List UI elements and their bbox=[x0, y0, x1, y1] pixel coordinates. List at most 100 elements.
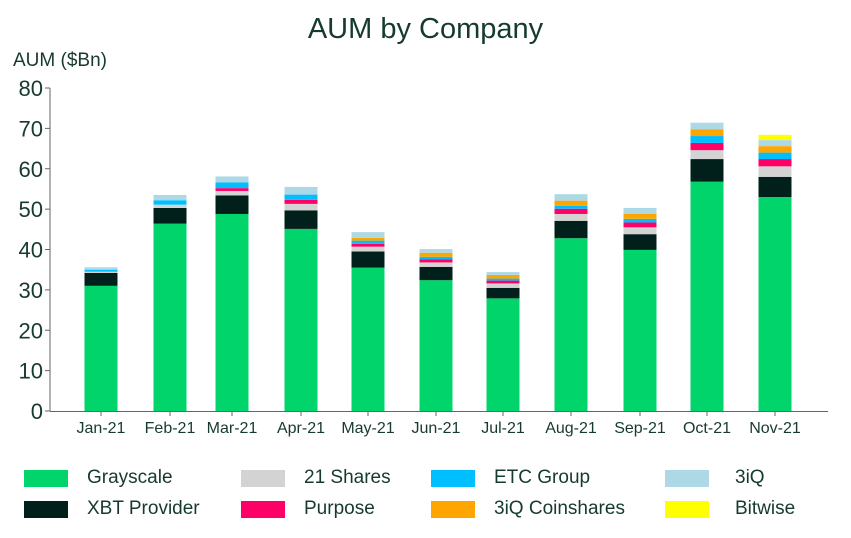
legend-swatch-grayscale bbox=[24, 469, 68, 487]
legend-swatch-3iq-coinshares bbox=[431, 500, 475, 518]
y-tick-label: 80 bbox=[19, 76, 43, 101]
bar-segment bbox=[419, 256, 453, 260]
bar-segment bbox=[419, 280, 453, 411]
bar-segment bbox=[690, 142, 724, 151]
bar-segment bbox=[690, 122, 724, 130]
x-tick-label: Feb-21 bbox=[145, 420, 196, 437]
bar-segment bbox=[758, 140, 792, 147]
bar-segment bbox=[623, 227, 657, 235]
legend-item-3iq: 3iQ bbox=[665, 467, 765, 489]
legend-item-grayscale: Grayscale bbox=[24, 467, 173, 489]
bar-segment bbox=[153, 207, 187, 224]
bar-segment bbox=[758, 159, 792, 167]
legend-swatch-21-shares bbox=[241, 469, 285, 487]
bar-segment bbox=[486, 274, 520, 279]
bar-segment bbox=[215, 188, 249, 191]
legend-item-etc-group: ETC Group bbox=[431, 467, 590, 489]
bar-segment bbox=[284, 186, 318, 195]
legend-label: ETC Group bbox=[494, 467, 591, 488]
bar-stack-jan-21 bbox=[84, 267, 118, 411]
bar-segment bbox=[419, 262, 453, 267]
bar-segment bbox=[623, 218, 657, 223]
y-tick-label: 10 bbox=[19, 359, 43, 384]
x-tick-label: Nov-21 bbox=[749, 420, 801, 437]
bar-segment bbox=[554, 200, 588, 206]
x-tick-label: Jul-21 bbox=[481, 420, 525, 437]
legend-item-purpose: Purpose bbox=[241, 498, 375, 520]
bars-group bbox=[84, 122, 792, 411]
legend-label: 3iQ Coinshares bbox=[494, 498, 625, 519]
legend-swatch-xbt-provider bbox=[24, 500, 68, 518]
legend-swatch-bitwise bbox=[665, 500, 709, 518]
bar-segment bbox=[486, 272, 520, 275]
x-tick-label: Jan-21 bbox=[77, 420, 126, 437]
legend-item-21-shares: 21 Shares bbox=[241, 467, 391, 489]
bar-segment bbox=[758, 134, 792, 141]
legend-label: 21 Shares bbox=[304, 467, 391, 488]
bar-segment bbox=[486, 280, 520, 284]
y-tick-label: 0 bbox=[31, 399, 43, 424]
bar-segment bbox=[351, 232, 385, 238]
axes-group: Jan-21 Feb-21 Mar-21 Apr-21 May-21 Jun-21 Jul-… bbox=[19, 76, 828, 437]
legend-label: XBT Provider bbox=[87, 498, 200, 519]
bar-segment bbox=[284, 199, 318, 204]
bar-segment bbox=[486, 278, 520, 281]
bar-segment bbox=[486, 283, 520, 288]
legend-item-bitwise: Bitwise bbox=[665, 498, 795, 520]
y-tick-label: 60 bbox=[19, 157, 43, 182]
bar-segment bbox=[84, 285, 118, 411]
bar-segment bbox=[84, 269, 118, 272]
legend-label: Grayscale bbox=[87, 467, 173, 488]
legend-label: Purpose bbox=[304, 498, 375, 519]
bar-stack-feb-21 bbox=[153, 194, 187, 411]
bar-stack-may-21 bbox=[351, 232, 385, 411]
bar-segment bbox=[351, 237, 385, 241]
bar-segment bbox=[554, 220, 588, 239]
bar-segment bbox=[623, 234, 657, 250]
legend-label: 3iQ bbox=[735, 467, 765, 488]
bar-segment bbox=[84, 272, 118, 286]
legend-swatch-purpose bbox=[241, 500, 285, 518]
legend-label: Bitwise bbox=[735, 498, 796, 519]
bar-stack-jul-21 bbox=[486, 272, 520, 411]
bar-segment bbox=[351, 251, 385, 268]
bar-segment bbox=[554, 194, 588, 201]
bar-segment bbox=[153, 200, 187, 205]
bar-segment bbox=[84, 271, 118, 273]
bar-segment bbox=[690, 136, 724, 143]
bar-segment bbox=[690, 150, 724, 160]
bar-segment bbox=[351, 243, 385, 247]
bar-segment bbox=[284, 194, 318, 200]
bar-stack-apr-21 bbox=[284, 186, 318, 411]
bar-segment bbox=[419, 266, 453, 281]
legend-swatch-etc-group bbox=[431, 469, 475, 487]
chart-title: AUM by Company bbox=[307, 13, 544, 45]
bar-segment bbox=[758, 197, 792, 411]
bar-segment bbox=[623, 249, 657, 411]
legend-item-3iq-coinshares: 3iQ Coinshares bbox=[431, 498, 625, 520]
bar-segment bbox=[215, 176, 249, 183]
bar-segment bbox=[351, 246, 385, 252]
bar-segment bbox=[554, 205, 588, 209]
x-tick-label: Aug-21 bbox=[545, 420, 597, 437]
bar-segment bbox=[153, 223, 187, 411]
x-tick-label: Jun-21 bbox=[412, 420, 461, 437]
bar-segment bbox=[215, 213, 249, 411]
y-tick-label: 50 bbox=[19, 197, 43, 222]
bar-segment bbox=[690, 181, 724, 411]
bar-segment bbox=[153, 204, 187, 208]
y-tick-label: 30 bbox=[19, 278, 43, 303]
x-tick-label: Oct-21 bbox=[683, 420, 731, 437]
y-tick-label: 40 bbox=[19, 238, 43, 263]
bar-segment bbox=[215, 195, 249, 214]
bar-segment bbox=[554, 213, 588, 221]
bar-segment bbox=[486, 298, 520, 411]
legend-swatch-3iq bbox=[665, 469, 709, 487]
bar-segment bbox=[153, 194, 187, 201]
bar-segment bbox=[690, 129, 724, 137]
bar-stack-sep-21 bbox=[623, 207, 657, 411]
bar-segment bbox=[554, 208, 588, 214]
bar-segment bbox=[284, 203, 318, 211]
